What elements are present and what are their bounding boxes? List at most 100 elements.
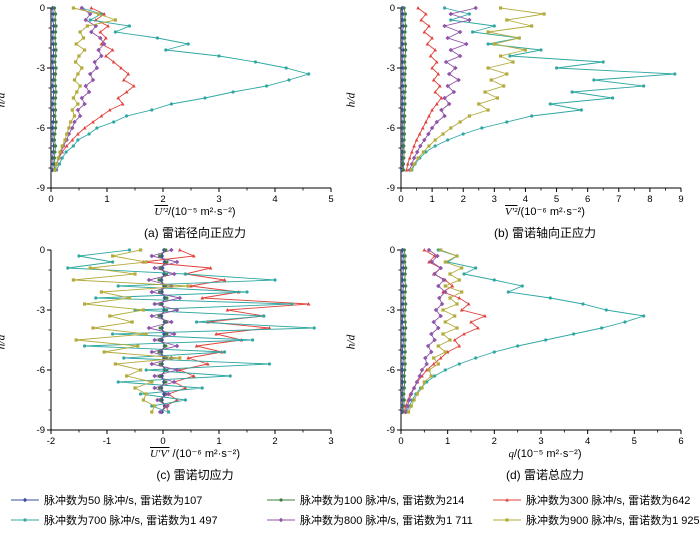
svg-text:-6: -6: [37, 365, 45, 376]
series-p300: [53, 6, 136, 172]
svg-text:4: 4: [523, 194, 528, 205]
svg-text:2: 2: [160, 194, 165, 205]
series-p800: [407, 5, 478, 173]
svg-text:2: 2: [492, 436, 497, 447]
svg-text:0: 0: [398, 436, 403, 447]
plot-area-a: 0 1 2 3 4 5 0 -3 -6 -9: [37, 3, 334, 205]
svg-text:5: 5: [328, 194, 333, 205]
svg-text:0: 0: [398, 194, 403, 205]
legend-label-p900: 脉冲数为900 脉冲/s, 雷诺数为1 925: [526, 515, 700, 527]
svg-text:-6: -6: [387, 123, 395, 134]
legend-label-p300: 脉冲数为300 脉冲/s, 雷诺数为642: [526, 495, 691, 507]
svg-text:5: 5: [632, 436, 637, 447]
series-p900: [71, 248, 190, 414]
chart-b: h/d 0 1 2 3 4 5 6 7 8 9 0 -3 -6 -9 V′²/(10⁻⁶ m²·s⁻²) …: [345, 2, 700, 242]
svg-text:0: 0: [390, 3, 395, 14]
plot-area-b: 0 1 2 3 4 5 6 7 8 9 0 -3 -6 -9: [387, 3, 684, 205]
legend-label-p700: 脉冲数为700 脉冲/s, 雷诺数为1 497: [44, 515, 218, 527]
svg-text:9: 9: [678, 194, 683, 205]
svg-text:-3: -3: [37, 63, 45, 74]
legend-item-p900: 脉冲数为900 脉冲/s, 雷诺数为1 925: [492, 512, 700, 528]
y-axis-label-c: h/d: [0, 334, 8, 350]
chart-caption-b: (b) 雷诺轴向正应力: [493, 226, 596, 240]
svg-text:7: 7: [616, 194, 621, 205]
svg-text:5: 5: [554, 194, 559, 205]
series-p700: [55, 6, 311, 172]
svg-text:4: 4: [272, 194, 277, 205]
svg-text:6: 6: [678, 436, 683, 447]
svg-text:3: 3: [328, 436, 333, 447]
svg-text:3: 3: [538, 436, 543, 447]
series-p900: [53, 6, 118, 172]
chart-d: h/d 0 1 2 3 4 5 6 0 -3 -6 -9 q/(10⁻⁵ m²·s⁻²) (d) 雷…: [345, 244, 700, 484]
chart-caption-d: (d) 雷诺总应力: [505, 468, 584, 482]
series-p700: [66, 248, 316, 414]
legend-swatch-p300: [492, 495, 522, 505]
svg-text:0: 0: [40, 245, 45, 256]
svg-text:2: 2: [461, 194, 466, 205]
series-p900: [406, 248, 464, 414]
svg-text:2: 2: [272, 436, 277, 447]
svg-text:4: 4: [585, 436, 590, 447]
x-axis-label-d: q/(10⁻⁵ m²·s⁻²): [508, 448, 582, 460]
svg-text:0: 0: [40, 3, 45, 14]
x-axis-label-b: V′²/(10⁻⁶ m²·s⁻²): [505, 206, 585, 218]
svg-text:1: 1: [445, 436, 450, 447]
svg-text:0: 0: [48, 194, 53, 205]
series-p700: [410, 6, 677, 172]
svg-text:-3: -3: [387, 63, 395, 74]
y-axis-label-b: h/d: [345, 92, 358, 108]
series-p300: [404, 6, 444, 172]
legend-item-p50: 脉冲数为50 脉冲/s, 雷诺数为107: [10, 492, 266, 508]
svg-text:-6: -6: [387, 365, 395, 376]
svg-text:3: 3: [216, 194, 221, 205]
plot-area-c: -2 -1 0 1 2 3 0 -3 -6 -9: [37, 245, 334, 447]
svg-text:-9: -9: [387, 425, 395, 436]
series-p800: [403, 247, 448, 415]
series-p900: [409, 6, 546, 172]
chart-c: h/d -2 -1 0 1 2 3 0 -3 -6 -9 U′V′ /(10⁻⁶ m²·s⁻²) …: [0, 244, 350, 484]
svg-text:0: 0: [160, 436, 165, 447]
y-axis-label-d: h/d: [345, 334, 358, 350]
svg-text:-3: -3: [387, 305, 395, 316]
legend-swatch-p700: [10, 515, 40, 525]
svg-text:3: 3: [492, 194, 497, 205]
svg-text:-9: -9: [37, 425, 45, 436]
legend: 脉冲数为50 脉冲/s, 雷诺数为107 脉冲数为100 脉冲/s, 雷诺数为2…: [0, 492, 700, 528]
chart-caption-a: (a) 雷诺径向正应力: [143, 226, 246, 240]
legend-label-p50: 脉冲数为50 脉冲/s, 雷诺数为107: [44, 495, 203, 507]
x-axis-label-a: U′²/(10⁻⁵ m²·s⁻²): [154, 206, 236, 218]
svg-text:-9: -9: [387, 183, 395, 194]
svg-text:8: 8: [647, 194, 652, 205]
svg-text:-9: -9: [37, 183, 45, 194]
legend-swatch-p50: [10, 495, 40, 505]
charts-grid: h/d 0 1 2 3 4 5 0 -3 -6 -9 U′²/(10⁻⁵ m²·s⁻²) (a) …: [0, 2, 700, 486]
svg-text:-1: -1: [103, 436, 111, 447]
svg-text:1: 1: [429, 194, 434, 205]
chart-caption-c: (c) 雷诺切应力: [156, 468, 234, 482]
legend-item-p800: 脉冲数为800 脉冲/s, 雷诺数为1 711: [266, 512, 492, 528]
svg-text:0: 0: [390, 245, 395, 256]
legend-item-p700: 脉冲数为700 脉冲/s, 雷诺数为1 497: [10, 512, 266, 528]
legend-swatch-p900: [492, 515, 522, 525]
chart-a: h/d 0 1 2 3 4 5 0 -3 -6 -9 U′²/(10⁻⁵ m²·s⁻²) (a) …: [0, 2, 350, 242]
svg-text:-6: -6: [37, 123, 45, 134]
legend-label-p100: 脉冲数为100 脉冲/s, 雷诺数为214: [300, 495, 465, 507]
svg-text:-2: -2: [47, 436, 55, 447]
svg-text:1: 1: [216, 436, 221, 447]
legend-label-p800: 脉冲数为800 脉冲/s, 雷诺数为1 711: [300, 515, 473, 527]
legend-item-p100: 脉冲数为100 脉冲/s, 雷诺数为214: [266, 492, 492, 508]
svg-text:1: 1: [104, 194, 109, 205]
series-p700: [405, 248, 646, 414]
x-axis-label-c: U′V′ /(10⁻⁶ m²·s⁻²): [149, 448, 240, 460]
legend-swatch-p800: [266, 515, 296, 525]
y-axis-label-a: h/d: [0, 92, 8, 108]
legend-item-p300: 脉冲数为300 脉冲/s, 雷诺数为642: [492, 492, 700, 508]
series-p100: [401, 6, 408, 172]
plot-area-d: 0 1 2 3 4 5 6 0 -3 -6 -9: [387, 245, 684, 447]
svg-text:6: 6: [585, 194, 590, 205]
series-p100: [52, 6, 58, 172]
legend-swatch-p100: [266, 495, 296, 505]
series-p100: [402, 248, 408, 414]
